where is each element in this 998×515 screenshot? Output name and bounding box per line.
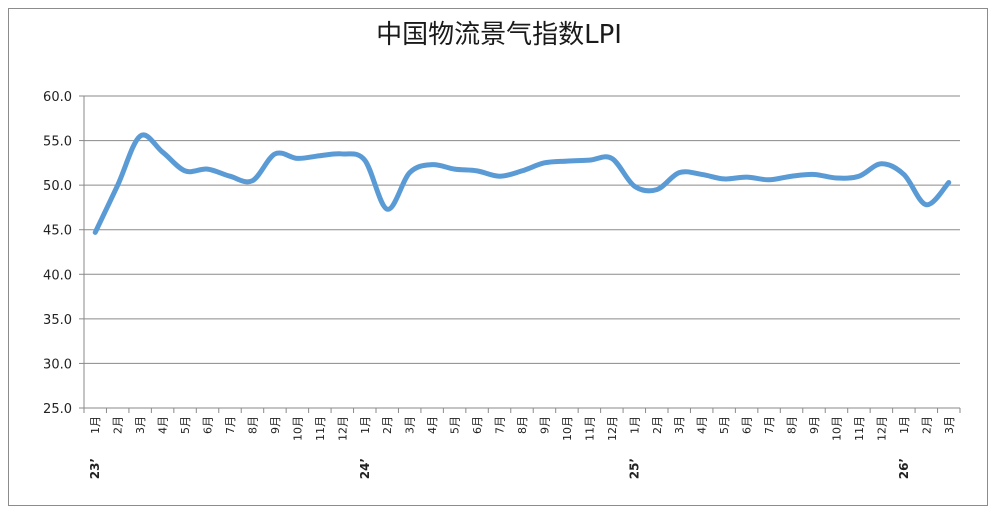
x-tick-label: 4月 <box>696 416 709 434</box>
data-point <box>722 176 727 181</box>
x-tick-label: 1月 <box>628 416 641 434</box>
x-tick-label: 5月 <box>179 416 192 434</box>
x-year-label: 26’ <box>897 458 911 479</box>
x-tick-label: 6月 <box>471 416 484 434</box>
x-tick-label: 5月 <box>449 416 462 434</box>
data-point <box>295 156 300 161</box>
data-point <box>834 176 839 181</box>
x-tick-label: 9月 <box>538 416 551 434</box>
data-point <box>228 174 233 179</box>
data-point <box>767 177 772 182</box>
x-tick-label: 1月 <box>359 416 372 434</box>
data-point <box>115 183 120 188</box>
x-tick-label: 7月 <box>494 416 507 434</box>
x-tick-label: 8月 <box>516 416 529 434</box>
x-tick-label: 3月 <box>134 416 147 434</box>
x-year-label: 25’ <box>627 458 641 479</box>
data-point <box>317 153 322 158</box>
x-tick-label: 2月 <box>381 416 394 434</box>
data-point <box>183 168 188 173</box>
data-point <box>93 230 98 235</box>
data-point <box>699 172 704 177</box>
x-tick-label: 4月 <box>157 416 170 434</box>
x-tick-label: 3月 <box>404 416 417 434</box>
x-tick-label: 3月 <box>943 416 956 434</box>
y-tick-label: 35.0 <box>43 313 72 328</box>
x-axis-tick-labels: 1月 2月 3月 4月 5月 6月 7月 8月 9月 10月 11月 12月 1月 2月 3月 4月 5月 6月 7… <box>88 416 956 479</box>
y-tick-label: 30.0 <box>43 357 72 372</box>
x-tick-label: 6月 <box>202 416 215 434</box>
data-point <box>385 207 390 212</box>
series-line <box>92 132 952 235</box>
data-point <box>946 180 951 185</box>
x-tick-label: 7月 <box>763 416 776 434</box>
y-tick-label: 45.0 <box>43 224 72 239</box>
x-tick-label: 12月 <box>875 416 888 441</box>
x-tick-label: 4月 <box>426 416 439 434</box>
x-tick-label: 8月 <box>786 416 799 434</box>
data-point <box>587 158 592 163</box>
x-tick-label: 8月 <box>246 416 259 434</box>
data-point <box>205 167 210 172</box>
data-point <box>901 172 906 177</box>
x-tick-label: 3月 <box>673 416 686 434</box>
x-tick-label: 10月 <box>561 416 574 441</box>
data-point <box>609 156 614 161</box>
x-tick-label: 2月 <box>651 416 664 434</box>
x-tick-label: 11月 <box>583 416 596 441</box>
y-axis-tick-labels: 25.0 30.0 35.0 40.0 45.0 50.0 55.0 60.0 <box>43 90 72 417</box>
x-tick-label: 2月 <box>112 416 125 434</box>
data-point <box>677 170 682 175</box>
series-group <box>92 132 952 235</box>
y-tick-label: 55.0 <box>43 135 72 150</box>
x-tick-label: 12月 <box>336 416 349 441</box>
data-point <box>340 151 345 156</box>
data-point <box>272 151 277 156</box>
data-point <box>654 187 659 192</box>
data-point <box>160 150 165 155</box>
x-tick-label: 11月 <box>314 416 327 441</box>
data-point <box>250 178 255 183</box>
data-point <box>744 175 749 180</box>
x-tick-label: 6月 <box>741 416 754 434</box>
x-tick-label: 12月 <box>606 416 619 441</box>
data-point <box>632 184 637 189</box>
x-tick-label: 11月 <box>853 416 866 441</box>
chart-frame <box>8 8 988 506</box>
x-tick-label: 1月 <box>898 416 911 434</box>
chart-title: 中国物流景气指数LPI <box>376 20 622 50</box>
y-tick-label: 40.0 <box>43 268 72 283</box>
x-tick-label: 5月 <box>718 416 731 434</box>
data-point <box>856 174 861 179</box>
data-point <box>564 159 569 164</box>
gridlines <box>84 95 960 409</box>
data-point <box>362 158 367 163</box>
axes <box>79 95 961 413</box>
y-tick-label: 60.0 <box>43 90 72 105</box>
x-tick-label: 10月 <box>291 416 304 441</box>
data-point <box>789 174 794 179</box>
x-tick-label: 7月 <box>224 416 237 434</box>
x-year-label: 23’ <box>88 458 102 479</box>
data-point <box>138 134 143 139</box>
data-point <box>520 168 525 173</box>
y-tick-label: 50.0 <box>43 179 72 194</box>
data-point <box>924 202 929 207</box>
data-point <box>812 172 817 177</box>
x-tick-label: 2月 <box>920 416 933 434</box>
data-point <box>475 168 480 173</box>
x-tick-label: 10月 <box>830 416 843 441</box>
data-point <box>497 174 502 179</box>
data-point <box>879 161 884 166</box>
y-tick-label: 25.0 <box>43 402 72 417</box>
x-tick-label: 9月 <box>808 416 821 434</box>
data-point <box>430 162 435 167</box>
x-tick-label: 1月 <box>89 416 102 434</box>
x-tick-label: 9月 <box>269 416 282 434</box>
data-point <box>407 170 412 175</box>
data-point <box>452 167 457 172</box>
data-point <box>542 160 547 165</box>
x-year-label: 24’ <box>358 458 372 479</box>
